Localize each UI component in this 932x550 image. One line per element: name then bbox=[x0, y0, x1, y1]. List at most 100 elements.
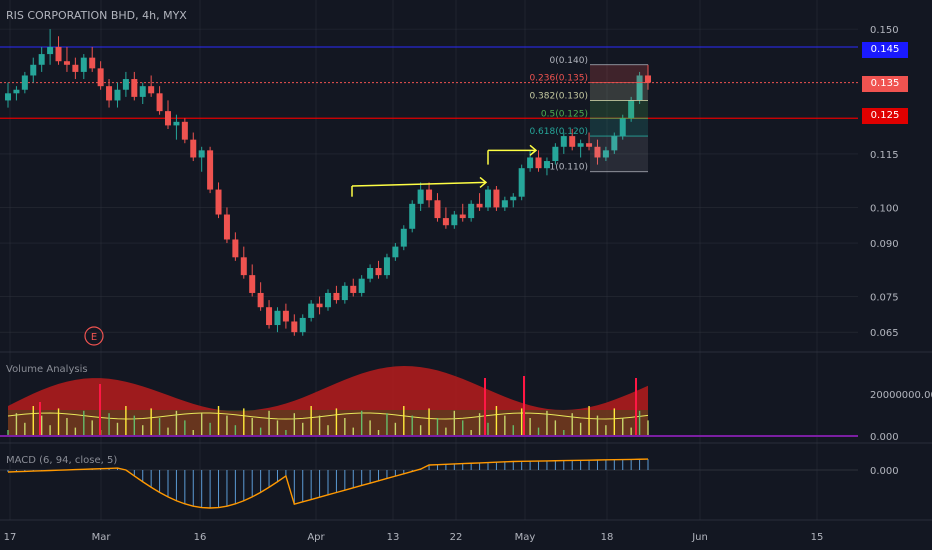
candle-body bbox=[207, 150, 214, 190]
candle-body bbox=[325, 292, 331, 308]
candle-body bbox=[417, 189, 424, 204]
macd-tick-label: 0.000 bbox=[870, 466, 899, 477]
candle-body bbox=[240, 257, 247, 276]
candle-body bbox=[55, 46, 62, 62]
candle-body bbox=[97, 68, 104, 87]
candle-body bbox=[106, 86, 113, 101]
fib-zone bbox=[590, 100, 648, 119]
candle-body bbox=[257, 292, 264, 308]
candle-body bbox=[139, 86, 146, 97]
candle-body bbox=[392, 246, 399, 258]
candle-body bbox=[316, 303, 323, 308]
candle-body bbox=[165, 111, 171, 126]
candle-body bbox=[358, 278, 365, 293]
macd-pane-label: MACD (6, 94, close, 5) bbox=[6, 455, 118, 466]
candle-body bbox=[535, 157, 542, 169]
candle-body bbox=[636, 75, 643, 101]
candle-body bbox=[21, 75, 28, 90]
price-tag-0135: 0.135 bbox=[862, 76, 908, 92]
fib-level-label: 0.236(0.135) bbox=[529, 74, 588, 84]
candle-body bbox=[518, 168, 525, 197]
candle-body bbox=[274, 310, 281, 326]
candle-body bbox=[409, 203, 416, 229]
candle-body bbox=[190, 139, 197, 158]
time-tick-label: 16 bbox=[194, 532, 207, 543]
price-tick-label: 0.065 bbox=[870, 328, 899, 339]
candle-body bbox=[122, 79, 129, 90]
candle-body bbox=[63, 61, 70, 65]
candle-body bbox=[148, 86, 155, 94]
candle-body bbox=[485, 189, 491, 208]
volume-avg-line bbox=[7, 412, 649, 420]
volume-tick-label: 0.000 bbox=[870, 432, 899, 443]
time-tick-label: Mar bbox=[92, 532, 112, 543]
trend-arrow bbox=[351, 181, 487, 187]
candle-body bbox=[560, 136, 567, 147]
time-tick-label: 22 bbox=[450, 532, 463, 543]
candle-body bbox=[350, 285, 357, 293]
volume-tick-label: 20000000.000 bbox=[870, 390, 932, 401]
candle-body bbox=[367, 268, 374, 279]
candle-body bbox=[156, 93, 163, 112]
candle-body bbox=[38, 54, 45, 65]
candle-body bbox=[223, 214, 230, 240]
candle-body bbox=[527, 157, 534, 169]
price-tag-0145: 0.145 bbox=[862, 42, 908, 58]
time-tick-label: 17 bbox=[4, 532, 17, 543]
fib-level-label: 0.382(0.130) bbox=[529, 91, 588, 101]
candle-body bbox=[249, 275, 256, 293]
time-tick-label: Jun bbox=[691, 532, 708, 543]
macd-line bbox=[7, 458, 649, 509]
candle-body bbox=[383, 257, 390, 276]
fib-level-label: 1(0.110) bbox=[549, 163, 588, 173]
price-tick-label: 0.090 bbox=[870, 239, 899, 250]
candle-body bbox=[341, 285, 348, 301]
time-tick-label: May bbox=[515, 532, 536, 543]
candle-body bbox=[577, 143, 584, 147]
price-tick-label: 0.075 bbox=[870, 293, 899, 304]
volume-pane-label: Volume Analysis bbox=[6, 364, 88, 375]
time-tick-label: 15 bbox=[811, 532, 824, 543]
candle-body bbox=[594, 146, 601, 158]
candle-body bbox=[299, 317, 306, 333]
price-tag-0125: 0.125 bbox=[862, 108, 908, 124]
candle-body bbox=[282, 310, 289, 322]
candle-body bbox=[510, 196, 517, 201]
chart-title-text: RIS CORPORATION BHD, 4h, MYX bbox=[6, 9, 187, 22]
candle-body bbox=[232, 239, 239, 258]
candle-body bbox=[400, 228, 407, 247]
candle-body bbox=[442, 218, 449, 226]
candle-body bbox=[181, 121, 188, 140]
fib-level-label: 0(0.140) bbox=[549, 56, 588, 66]
chart-title: RIS CORPORATION BHD, 4h, MYX bbox=[6, 9, 187, 22]
candle-body bbox=[80, 57, 87, 72]
candle-body bbox=[645, 75, 651, 83]
time-tick-label: Apr bbox=[307, 532, 325, 543]
candle-body bbox=[114, 89, 121, 101]
candle-body bbox=[333, 292, 340, 301]
candle-body bbox=[5, 93, 11, 101]
candle-body bbox=[198, 150, 205, 158]
price-tick-label: 0.100 bbox=[870, 203, 899, 214]
candle-body bbox=[215, 189, 222, 215]
candle-body bbox=[493, 189, 500, 208]
candle-body bbox=[586, 143, 593, 147]
fib-zone bbox=[590, 136, 648, 172]
price-tick-label: 0.150 bbox=[870, 25, 899, 36]
candle-body bbox=[89, 57, 96, 69]
fib-level-label: 0.5(0.125) bbox=[541, 109, 588, 119]
fib-zone bbox=[590, 82, 648, 101]
time-tick-label: 18 bbox=[601, 532, 614, 543]
candle-body bbox=[619, 118, 626, 137]
candle-body bbox=[131, 79, 138, 97]
candle-body bbox=[47, 46, 54, 55]
candle-body bbox=[308, 303, 315, 318]
candle-body bbox=[375, 268, 382, 276]
fib-zone bbox=[590, 64, 648, 83]
candle-body bbox=[611, 136, 618, 151]
candle-body bbox=[30, 64, 37, 76]
fib-zone bbox=[590, 118, 648, 137]
candle-body bbox=[476, 203, 483, 208]
